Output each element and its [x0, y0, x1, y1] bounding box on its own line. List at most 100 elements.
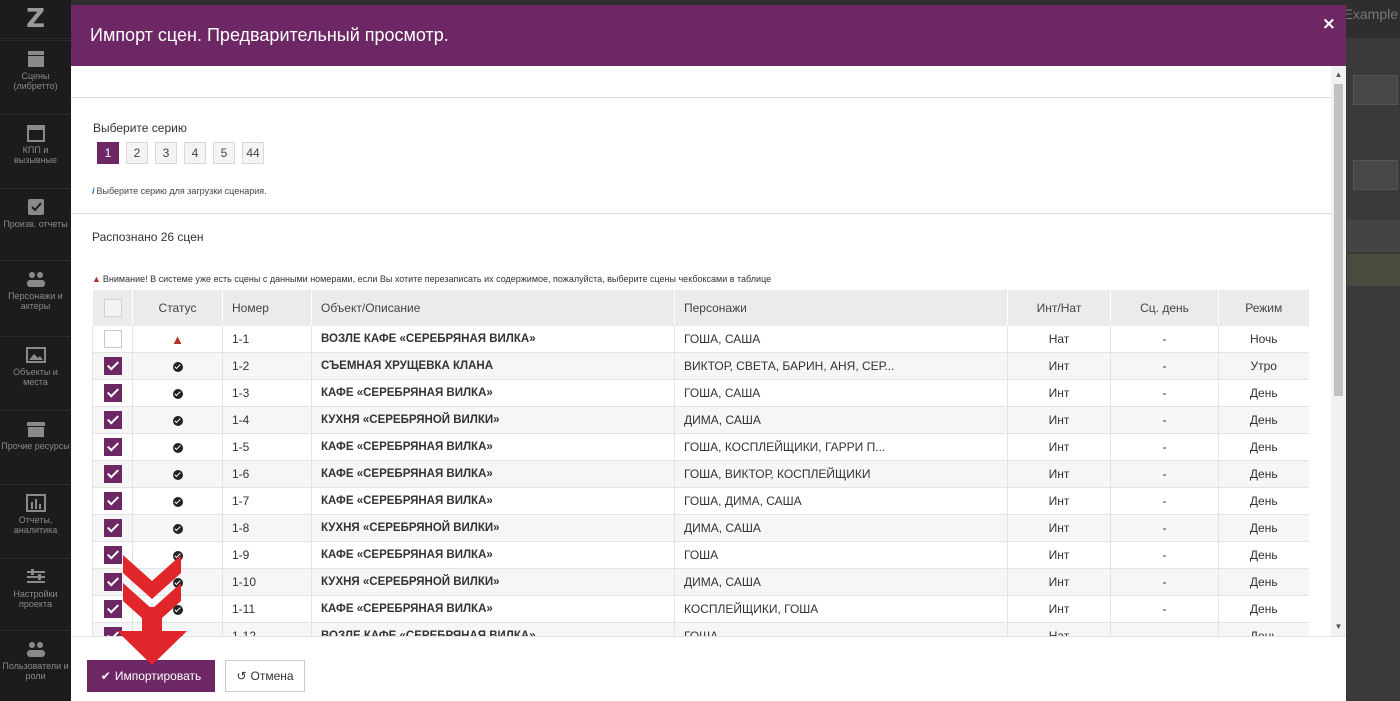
scene-object: КАФЕ «СЕРЕБРЯНАЯ ВИЛКА» [311, 433, 675, 461]
scrollbar-thumb[interactable] [1334, 84, 1343, 396]
table-row[interactable]: 1-3 КАФЕ «СЕРЕБРЯНАЯ ВИЛКА» ГОША, САША Инт -… [92, 379, 1309, 407]
scene-mode: День [1218, 487, 1309, 515]
column-header-int-nat[interactable]: Инт/Нат [1007, 290, 1111, 326]
row-select-cell[interactable] [92, 406, 133, 434]
table-row[interactable]: 1-4 КУХНЯ «СЕРЕБРЯНОЙ ВИЛКИ» ДИМА, САША Инт… [92, 406, 1309, 434]
sidebar-item[interactable]: Сцены (либретто) [0, 50, 71, 91]
scene-characters: ВИКТОР, СВЕТА, БАРИН, АНЯ, СЕР... [674, 352, 1008, 380]
scene-object: КУХНЯ «СЕРЕБРЯНОЙ ВИЛКИ» [311, 568, 675, 596]
row-checkbox[interactable] [103, 357, 122, 375]
table-row[interactable]: 1-2 СЪЕМНАЯ ХРУЩЕВКА КЛАНА ВИКТОР, СВЕТА, … [92, 352, 1309, 380]
scene-number: 1-11 [222, 595, 312, 623]
scene-int-nat: Инт [1007, 514, 1111, 542]
table-row[interactable]: 1-10 КУХНЯ «СЕРЕБРЯНОЙ ВИЛКИ» ДИМА, САША Ин… [92, 568, 1309, 596]
sidebar-divider [0, 336, 71, 337]
check-circle-icon [172, 442, 183, 453]
column-header-status[interactable]: Статус [132, 290, 223, 326]
series-button[interactable]: 5 [213, 142, 235, 164]
sidebar-item[interactable]: Прочие ресурсы [0, 420, 71, 451]
import-button[interactable]: ✔ Импортировать [87, 660, 215, 692]
sidebar-item[interactable]: Пользователи и роли [0, 640, 71, 681]
row-select-cell[interactable] [92, 487, 133, 515]
row-select-cell[interactable] [92, 622, 133, 636]
sidebar-item-label: КПП и вызывные [13, 145, 58, 165]
scene-characters: КОСПЛЕЙЩИКИ, ГОША [674, 595, 1008, 623]
row-checkbox[interactable] [103, 600, 122, 618]
table-row[interactable]: 1-5 КАФЕ «СЕРЕБРЯНАЯ ВИЛКА» ГОША, КОСПЛЕЙЩ… [92, 433, 1309, 461]
row-select-cell[interactable] [92, 433, 133, 461]
column-header-object[interactable]: Объект/Описание [311, 290, 675, 326]
scene-int-nat: Инт [1007, 487, 1111, 515]
row-select-cell[interactable] [92, 379, 133, 407]
series-button[interactable]: 2 [126, 142, 148, 164]
table-row[interactable]: 1-6 КАФЕ «СЕРЕБРЯНАЯ ВИЛКА» ГОША, ВИКТОР, … [92, 460, 1309, 488]
scene-mode: День [1218, 406, 1309, 434]
row-checkbox[interactable] [103, 627, 122, 636]
sidebar-item[interactable]: Персонажи и актеры [0, 270, 71, 311]
row-select-cell[interactable] [92, 541, 133, 569]
scene-object: ВОЗЛЕ КАФЕ «СЕРЕБРЯНАЯ ВИЛКА» [311, 622, 675, 636]
row-checkbox[interactable] [103, 492, 122, 510]
table-row[interactable]: ▲ 1-1 ВОЗЛЕ КАФЕ «СЕРЕБРЯНАЯ ВИЛКА» ГОША, С… [92, 326, 1309, 353]
table-row[interactable]: 1-7 КАФЕ «СЕРЕБРЯНАЯ ВИЛКА» ГОША, ДИМА, СА… [92, 487, 1309, 515]
table-row[interactable]: 1-12 ВОЗЛЕ КАФЕ «СЕРЕБРЯНАЯ ВИЛКА» ГОША Нат… [92, 622, 1309, 636]
scene-mode: День [1218, 379, 1309, 407]
row-checkbox[interactable] [103, 411, 122, 429]
select-all-cell[interactable] [92, 290, 133, 326]
modal-scrollbar[interactable]: ▲ ▼ [1331, 66, 1346, 636]
scroll-down-icon[interactable]: ▼ [1334, 622, 1343, 631]
row-select-cell[interactable] [92, 568, 133, 596]
row-checkbox[interactable] [103, 573, 122, 591]
image-icon [25, 346, 46, 364]
scene-characters: ДИМА, САША [674, 568, 1008, 596]
sidebar-item-label: Пользователи и роли [2, 661, 69, 681]
row-select-cell[interactable] [92, 595, 133, 623]
sidebar-item[interactable]: Объекты и места [0, 346, 71, 387]
select-all-checkbox[interactable] [103, 299, 122, 317]
scene-number: 1-6 [222, 460, 312, 488]
series-button[interactable]: 44 [242, 142, 264, 164]
sidebar-item[interactable]: Произв. отчеты [0, 198, 71, 229]
background-project-name: Example [1343, 6, 1398, 22]
check-circle-icon [172, 469, 183, 480]
series-button[interactable]: 4 [184, 142, 206, 164]
row-select-cell[interactable] [92, 460, 133, 488]
row-checkbox[interactable] [103, 465, 122, 483]
close-icon[interactable]: × [1321, 14, 1336, 34]
column-header-scene-day[interactable]: Сц. день [1110, 290, 1219, 326]
sidebar-item[interactable]: Отчеты, аналитика [0, 494, 71, 535]
row-select-cell[interactable] [92, 326, 133, 353]
series-button[interactable]: 1 [97, 142, 119, 164]
scene-object: КАФЕ «СЕРЕБРЯНАЯ ВИЛКА» [311, 460, 675, 488]
scene-mode: День [1218, 460, 1309, 488]
undo-icon: ↺ [236, 669, 247, 683]
sidebar-item[interactable]: Настройки проекта [0, 568, 71, 609]
row-checkbox[interactable] [103, 546, 122, 564]
row-checkbox[interactable] [103, 519, 122, 537]
status-cell: ▲ [132, 326, 223, 353]
background-row [1347, 254, 1400, 286]
column-header-number[interactable]: Номер [222, 290, 312, 326]
scene-mode: День [1218, 433, 1309, 461]
scene-day: - [1110, 406, 1219, 434]
row-select-cell[interactable] [92, 514, 133, 542]
column-header-characters[interactable]: Персонажи [674, 290, 1008, 326]
cancel-button[interactable]: ↺ Отмена [225, 660, 305, 692]
row-checkbox[interactable] [103, 384, 122, 402]
scene-mode: День [1218, 514, 1309, 542]
scene-int-nat: Инт [1007, 460, 1111, 488]
scroll-up-icon[interactable]: ▲ [1334, 70, 1343, 79]
check-circle-icon [172, 388, 183, 399]
table-row[interactable]: 1-8 КУХНЯ «СЕРЕБРЯНОЙ ВИЛКИ» ДИМА, САША Инт… [92, 514, 1309, 542]
table-row[interactable]: 1-9 КАФЕ «СЕРЕБРЯНАЯ ВИЛКА» ГОША Инт - День [92, 541, 1309, 569]
people-icon [26, 270, 46, 288]
scene-number: 1-4 [222, 406, 312, 434]
cancel-button-label: Отмена [250, 669, 294, 683]
column-header-mode[interactable]: Режим [1218, 290, 1309, 326]
table-row[interactable]: 1-11 КАФЕ «СЕРЕБРЯНАЯ ВИЛКА» КОСПЛЕЙЩИКИ, … [92, 595, 1309, 623]
row-checkbox[interactable] [103, 438, 122, 456]
row-select-cell[interactable] [92, 352, 133, 380]
row-checkbox[interactable] [103, 330, 122, 348]
sidebar-item[interactable]: КПП и вызывные [0, 124, 71, 165]
series-button[interactable]: 3 [155, 142, 177, 164]
